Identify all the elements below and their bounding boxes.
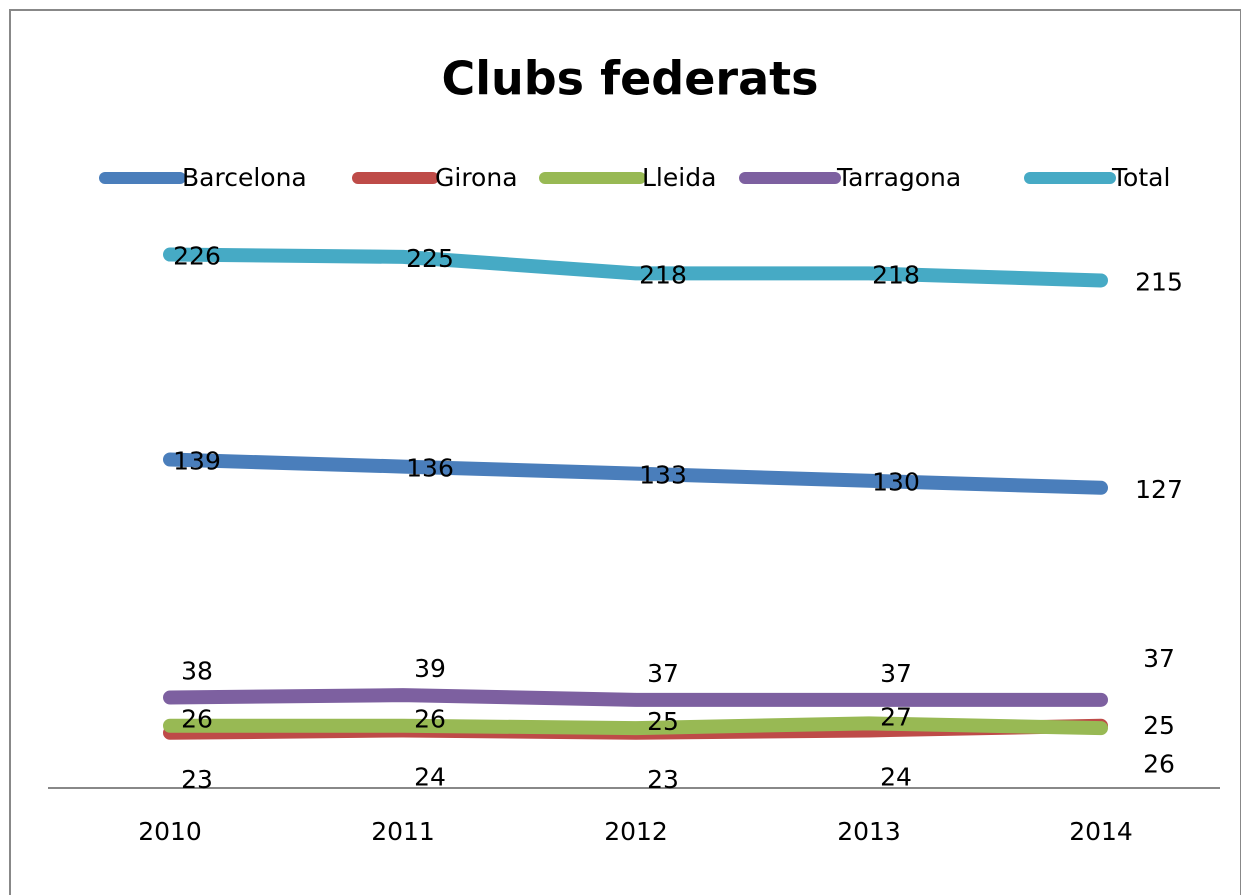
chart-frame bbox=[9, 9, 1241, 895]
data-label: 38 bbox=[181, 656, 213, 685]
data-label: 23 bbox=[647, 765, 679, 794]
x-tick-label: 2014 bbox=[1069, 817, 1133, 846]
data-label: 39 bbox=[414, 654, 446, 683]
data-label: 37 bbox=[1143, 644, 1175, 673]
data-label: 130 bbox=[872, 468, 920, 497]
legend-label: Tarragona bbox=[836, 163, 961, 192]
x-tick-label: 2012 bbox=[604, 817, 668, 846]
chart-title: Clubs federats bbox=[441, 52, 818, 106]
x-tick-label: 2010 bbox=[138, 817, 202, 846]
data-label: 218 bbox=[872, 260, 920, 289]
data-label: 26 bbox=[414, 705, 446, 734]
data-label: 25 bbox=[647, 707, 679, 736]
data-label: 24 bbox=[880, 762, 912, 791]
data-label: 23 bbox=[181, 765, 213, 794]
data-label: 37 bbox=[880, 659, 912, 688]
data-label: 26 bbox=[181, 705, 213, 734]
legend-label: Barcelona bbox=[182, 163, 307, 192]
x-tick-label: 2011 bbox=[371, 817, 435, 846]
data-label: 24 bbox=[414, 762, 446, 791]
legend-label: Girona bbox=[435, 163, 518, 192]
data-label: 127 bbox=[1135, 475, 1183, 504]
data-label: 27 bbox=[880, 702, 912, 731]
data-label: 25 bbox=[1143, 711, 1175, 740]
data-label: 225 bbox=[406, 244, 454, 273]
data-label: 218 bbox=[639, 260, 687, 289]
data-label: 133 bbox=[639, 461, 687, 490]
data-label: 215 bbox=[1135, 267, 1183, 296]
series-line bbox=[163, 688, 1108, 707]
data-label: 139 bbox=[173, 447, 221, 476]
legend-label: Total bbox=[1111, 163, 1170, 192]
data-label: 26 bbox=[1143, 750, 1175, 779]
data-label: 226 bbox=[173, 242, 221, 271]
data-label: 136 bbox=[406, 454, 454, 483]
series-line bbox=[163, 452, 1108, 495]
series-line bbox=[163, 247, 1108, 288]
series-line bbox=[163, 716, 1108, 736]
x-tick-label: 2013 bbox=[837, 817, 901, 846]
data-label: 37 bbox=[647, 659, 679, 688]
legend-label: Lleida bbox=[642, 163, 716, 192]
